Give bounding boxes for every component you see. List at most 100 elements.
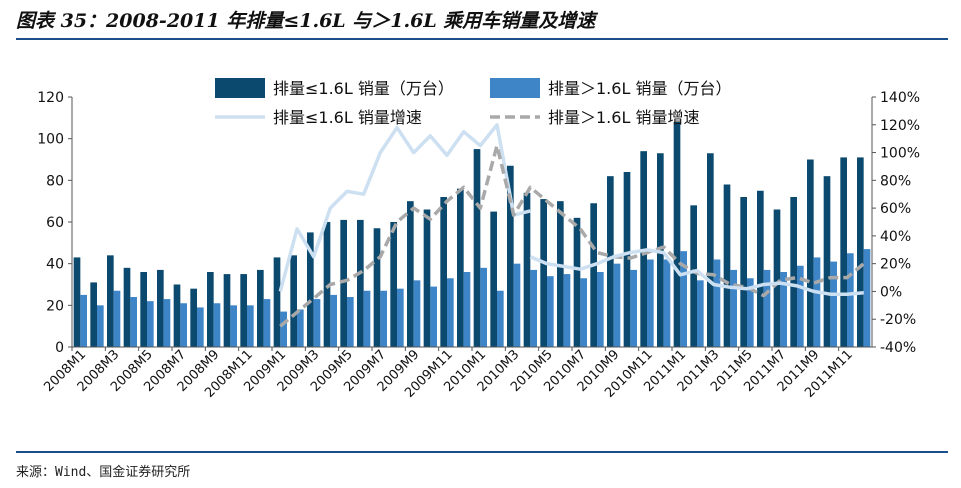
y-tick-label: 0	[55, 340, 64, 356]
bar-large-engine	[697, 280, 704, 347]
bar-small-engine	[573, 217, 581, 347]
y2-tick-label: 120%	[880, 118, 920, 134]
legend-label: 排量≤1.6L 销量增速	[273, 108, 422, 127]
y2-tick-label: -40%	[880, 340, 916, 356]
y2-tick-label: 140%	[880, 90, 920, 106]
x-axis-ticks: 2008M12008M32008M52008M72008M92008M11200…	[41, 347, 856, 401]
bar-large-engine	[380, 290, 387, 347]
y2-tick-label: 20%	[880, 257, 911, 273]
bar-large-engine	[280, 311, 287, 347]
bar-large-engine	[763, 269, 771, 347]
source-note: 来源：Wind、国金证券研究所	[16, 465, 191, 480]
bar-large-engine	[497, 290, 504, 347]
bar-large-engine	[97, 305, 104, 347]
bar-small-engine	[73, 257, 81, 347]
bar-large-engine	[113, 290, 121, 347]
bar-large-engine	[313, 299, 321, 347]
y2-tick-label: 0%	[880, 284, 902, 300]
bar-large-engine	[747, 278, 754, 347]
bar-large-engine	[197, 307, 204, 347]
bar-small-engine	[257, 269, 264, 347]
bar-large-engine	[713, 259, 721, 347]
bar-large-engine	[430, 286, 437, 347]
bar-large-engine	[730, 269, 737, 347]
figure-title: 图表 35：2008-2011 年排量≤1.6L 与＞1.6L 乘用车销量及增速	[16, 10, 596, 32]
y2-tick-label: 100%	[880, 146, 920, 162]
bar-large-engine	[363, 290, 371, 347]
y-axis-left-ticks: 0 20 40 60 80 100 120	[37, 90, 72, 356]
bar-small-engine	[390, 222, 397, 347]
bar-large-engine	[513, 263, 521, 347]
bar-small-engine	[290, 255, 297, 347]
bar-large-engine	[547, 276, 554, 347]
bar-large-engine	[613, 263, 621, 347]
legend-label: 排量＞1.6L 销量增速	[548, 108, 699, 127]
bar-small-engine	[857, 157, 864, 347]
bar-large-engine	[663, 259, 671, 347]
bar-large-engine	[163, 299, 171, 347]
bar-large-engine	[80, 294, 87, 347]
bar-small-engine	[690, 205, 697, 347]
y-tick-label: 100	[37, 132, 64, 148]
legend-label: 排量≤1.6L 销量（万台）	[273, 79, 454, 98]
bar-small-engine	[540, 199, 547, 347]
bar-small-engine	[773, 209, 781, 347]
bar-small-engine	[373, 228, 381, 347]
bar-large-engine	[230, 305, 237, 347]
bar-small-engine	[523, 192, 531, 347]
y-tick-label: 40	[46, 257, 64, 273]
y-tick-label: 20	[46, 298, 64, 314]
y2-tick-label: 80%	[880, 173, 911, 189]
y2-tick-label: 40%	[880, 229, 911, 245]
legend-label: 排量＞1.6L 销量（万台）	[548, 79, 731, 98]
bar-large-engine	[247, 305, 254, 347]
bar-small-engine	[190, 288, 197, 347]
bar-small-engine	[673, 122, 681, 347]
bar-large-engine	[463, 272, 471, 347]
bar-large-engine	[297, 309, 304, 347]
y-tick-label: 120	[37, 90, 64, 106]
bar-small-engine	[423, 209, 431, 347]
bar-small-engine	[207, 272, 214, 347]
bar-small-engine	[240, 274, 247, 347]
line-series	[278, 123, 865, 328]
bar-small-engine	[740, 197, 747, 347]
bar-small-engine	[223, 274, 231, 347]
bar-small-engine	[557, 201, 564, 347]
bar-small-engine	[607, 176, 614, 347]
bar-small-engine	[340, 219, 347, 347]
bar-small-engine	[157, 269, 164, 347]
bar-small-engine	[507, 165, 514, 347]
bar-large-engine	[397, 288, 404, 347]
bar-large-engine	[213, 303, 221, 347]
bar-large-engine	[147, 301, 154, 347]
bar-large-engine	[847, 253, 854, 347]
bar-small-engine	[723, 184, 731, 347]
bar-small-engine	[140, 272, 147, 347]
bar-large-engine	[330, 294, 337, 347]
bar-small-engine	[90, 282, 97, 347]
legend-swatch	[215, 78, 265, 98]
bar-small-engine	[757, 190, 764, 347]
bar-small-engine	[623, 172, 631, 347]
bar-small-engine	[823, 176, 831, 347]
bar-small-engine	[440, 197, 447, 347]
bar-large-engine	[813, 257, 821, 347]
bar-large-engine	[413, 280, 421, 347]
bar-small-engine	[173, 284, 181, 347]
bar-large-engine	[780, 272, 787, 347]
bar-large-engine	[647, 259, 654, 347]
bar-large-engine	[347, 297, 354, 347]
bar-small-engine	[107, 255, 114, 347]
bar-large-engine	[597, 272, 604, 347]
bar-small-engine	[490, 211, 497, 347]
bar-large-engine	[480, 267, 487, 347]
bar-small-engine	[840, 157, 847, 347]
bar-large-engine	[797, 265, 804, 347]
line-small-growth	[278, 123, 531, 292]
bar-large-engine	[680, 251, 687, 347]
y2-tick-label: 60%	[880, 201, 911, 217]
bar-small-engine	[707, 153, 714, 347]
title-rule	[16, 38, 948, 40]
